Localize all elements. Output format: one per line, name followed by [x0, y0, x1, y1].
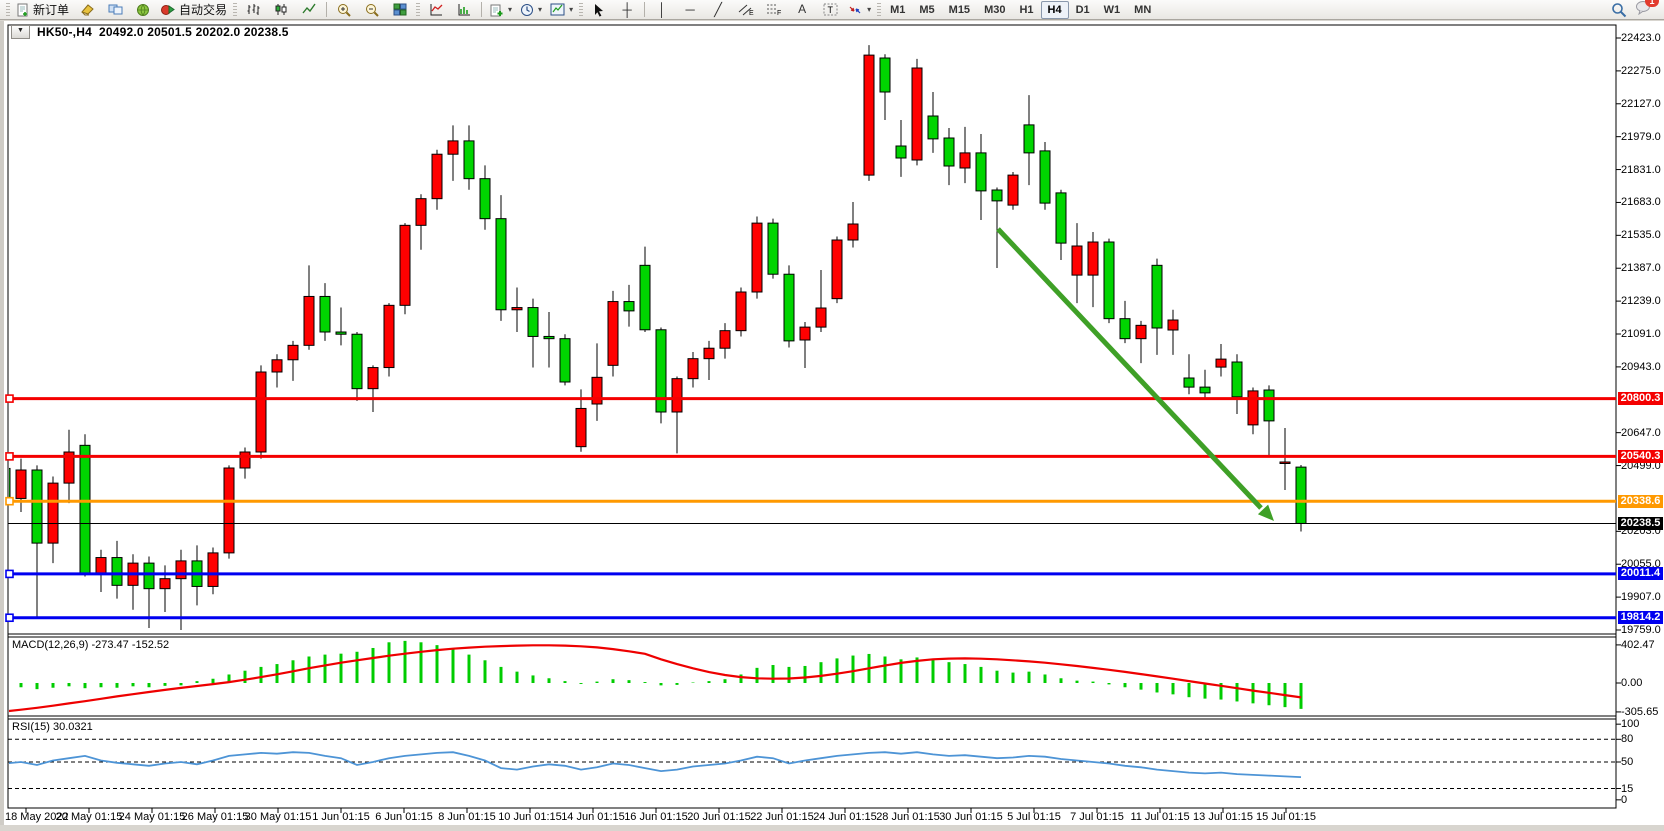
vertical-line-button[interactable]: │ [648, 0, 676, 20]
chevron-down-icon: ▾ [538, 5, 543, 14]
timeframe-button-W1[interactable]: W1 [1103, 3, 1121, 16]
chevron-down-icon: ▾ [569, 5, 574, 14]
chart-window [0, 21, 1664, 831]
trendline-icon: ╱ [714, 2, 722, 17]
candlestick-chart-button[interactable] [267, 0, 295, 20]
indicator-window-button[interactable] [422, 0, 450, 20]
toolbar-right-group: 1 [1611, 0, 1660, 20]
add-indicator-icon [490, 4, 503, 16]
oscillator-window-icon [458, 4, 471, 16]
toolbar-grip [416, 2, 421, 17]
rsi-indicator-label: RSI(15) 30.0321 [12, 721, 93, 733]
toolbar-grip [6, 2, 10, 17]
rsi-series [9, 751, 1302, 778]
svg-text:F: F [777, 10, 781, 16]
periods-button[interactable]: ▾ [516, 0, 546, 20]
bar-chart-button[interactable] [239, 0, 267, 20]
search-icon[interactable] [1611, 2, 1627, 18]
add-indicator-button[interactable]: ▾ [485, 0, 516, 20]
text-button[interactable]: A [788, 0, 816, 20]
zoom-out-button[interactable] [358, 0, 386, 20]
bar-chart-icon [247, 4, 260, 15]
macd-series [9, 640, 1303, 713]
navigator-button[interactable] [129, 0, 157, 20]
vertical-line-icon: │ [658, 2, 667, 17]
toolbar-grip [579, 2, 584, 17]
market-watch-icon [108, 4, 123, 15]
horizontal-line-icon: ─ [685, 2, 695, 17]
clock-icon [521, 3, 534, 16]
fibonacci-icon: F [767, 4, 781, 16]
arrow-objects-icon [849, 6, 861, 14]
timeframe-button-MN[interactable]: MN [1134, 3, 1152, 16]
crosshair-button[interactable]: ┼ [613, 0, 641, 20]
text-icon: A [798, 2, 807, 16]
toolbar-separator [481, 2, 483, 17]
chart-title-row: ▼ HK50-,H4 20492.0 20501.5 20202.0 20238… [11, 25, 289, 39]
new-order-icon [17, 3, 28, 16]
text-label-button[interactable]: T [816, 0, 844, 20]
toolbar-grip [233, 2, 238, 17]
line-chart-button[interactable] [295, 0, 323, 20]
horizontal-line-button[interactable]: ─ [676, 0, 704, 20]
timeframe-group: M1 M5 M15 M30 H1 H4 D1 W1 MN [883, 0, 1158, 19]
svg-text:E: E [749, 10, 754, 16]
toolbar-grip [877, 2, 882, 17]
timeframe-button-D1[interactable]: D1 [1075, 3, 1090, 16]
text-label-icon: T [823, 3, 838, 16]
navigator-icon [137, 3, 150, 16]
chevron-down-icon: ▾ [508, 5, 513, 14]
trendline-button[interactable]: ╱ [704, 0, 732, 20]
chart-symbol-title: HK50-,H4 [37, 25, 92, 39]
timeframe-button-M5[interactable]: M5 [919, 3, 935, 16]
timeframe-button-M15[interactable]: M15 [948, 3, 971, 16]
equidistant-channel-button[interactable]: E [732, 0, 760, 20]
cursor-button[interactable] [585, 0, 613, 20]
toolbar-separator [326, 2, 328, 17]
zoom-out-icon [365, 3, 379, 17]
candlestick-chart-icon [275, 4, 287, 15]
chat-button[interactable]: 1 [1635, 0, 1659, 20]
timeframe-button-M30[interactable]: M30 [984, 3, 1006, 16]
trend-arrow [996, 227, 1274, 521]
chart-ohlc-values: 20492.0 20501.5 20202.0 20238.5 [98, 25, 289, 39]
new-order-button[interactable]: 新订单 [12, 0, 73, 20]
channel-icon: E [738, 4, 754, 16]
chart-menu-button[interactable]: ▼ [11, 25, 30, 39]
autotrading-icon [161, 5, 175, 15]
eraser-icon [80, 4, 94, 16]
timeframe-button-H4[interactable]: H4 [1040, 0, 1069, 19]
timeframe-button-M1[interactable]: M1 [890, 3, 906, 16]
template-button[interactable]: ▾ [546, 0, 577, 20]
autotrading-label: 自动交易 [179, 3, 228, 17]
svg-text:T: T [827, 5, 833, 15]
timeframe-button-H1[interactable]: H1 [1019, 3, 1034, 16]
toolbar-separator [644, 2, 646, 17]
indicator-window-icon [430, 4, 443, 16]
autotrading-button[interactable]: 自动交易 [157, 0, 231, 20]
eraser-button[interactable] [73, 0, 101, 20]
arrows-button[interactable]: ▾ [844, 0, 875, 20]
line-chart-icon [302, 3, 316, 14]
candlestick-series [9, 45, 1307, 630]
template-icon [550, 3, 565, 16]
market-watch-button[interactable] [101, 0, 129, 20]
tile-windows-button[interactable] [386, 0, 414, 20]
notification-badge: 1 [1645, 0, 1659, 7]
new-order-label: 新订单 [33, 3, 70, 17]
main-toolbar: 新订单 自动交易 [0, 0, 1664, 20]
oscillator-window-button[interactable] [450, 0, 478, 20]
chevron-down-icon: ▾ [867, 5, 872, 14]
tile-windows-icon [393, 3, 407, 16]
fibonacci-button[interactable]: F [760, 0, 788, 20]
macd-indicator-label: MACD(12,26,9) -273.47 -152.52 [12, 639, 170, 651]
zoom-in-icon [337, 3, 351, 17]
crosshair-icon: ┼ [622, 2, 632, 17]
zoom-in-button[interactable] [330, 0, 358, 20]
cursor-icon [595, 3, 604, 17]
